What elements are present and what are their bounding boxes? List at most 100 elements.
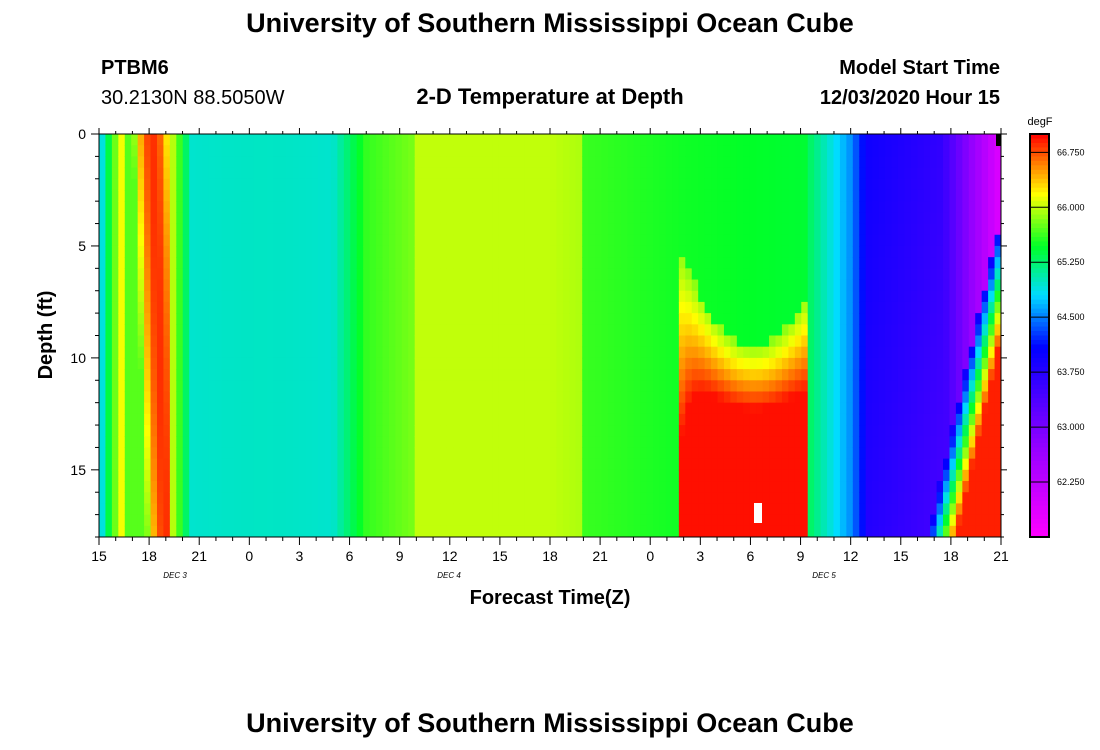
heat-cell — [124, 223, 132, 236]
heat-cell — [878, 212, 886, 225]
heat-cell — [343, 402, 351, 415]
heat-cell — [885, 469, 893, 482]
heat-cell — [736, 201, 744, 213]
heat-cell — [885, 223, 893, 236]
heat-cell — [227, 402, 235, 415]
heat-cell — [872, 178, 880, 191]
heat-cell — [665, 313, 674, 325]
heat-cell — [949, 514, 957, 527]
heat-cell — [537, 335, 545, 348]
heat-cell — [156, 492, 165, 505]
heat-cell — [395, 369, 403, 381]
heat-cell — [678, 357, 686, 370]
heat-cell — [633, 324, 641, 337]
heat-cell — [479, 503, 487, 516]
heat-cell — [446, 357, 454, 370]
heat-cell — [99, 503, 107, 516]
heat-cell — [698, 268, 706, 281]
heat-cell — [910, 346, 918, 359]
heat-cell — [330, 313, 338, 325]
heat-cell — [543, 301, 551, 314]
heat-cell — [788, 525, 796, 537]
heat-cell — [240, 279, 248, 292]
heat-cell — [749, 447, 757, 460]
heat-cell — [781, 436, 789, 449]
heat-cell — [943, 514, 951, 527]
heat-cell — [620, 413, 628, 426]
heat-cell — [111, 514, 119, 527]
heat-cell — [885, 290, 893, 303]
heat-cell — [672, 189, 680, 202]
heat-cell — [582, 279, 590, 292]
heat-cell — [698, 447, 706, 460]
heat-cell — [195, 201, 203, 213]
heat-cell — [330, 290, 338, 303]
heat-cell — [614, 189, 622, 202]
heat-cell — [839, 257, 847, 269]
heat-cell — [917, 145, 925, 157]
heat-cell — [762, 335, 770, 348]
heat-cell — [730, 413, 738, 426]
heat-cell — [189, 346, 197, 359]
heat-cell — [665, 324, 674, 337]
heat-cell — [453, 268, 461, 281]
heat-cell — [807, 301, 815, 314]
heat-cell — [891, 346, 899, 359]
heat-cell — [968, 458, 976, 471]
heat-cell — [730, 346, 738, 359]
heat-cell — [298, 469, 306, 482]
heat-cell — [762, 481, 770, 493]
heat-cell — [498, 492, 506, 505]
heat-cell — [794, 156, 802, 169]
heat-cell — [975, 257, 983, 269]
heat-cell — [904, 413, 912, 426]
heat-cell — [453, 492, 461, 505]
heat-cell — [930, 134, 938, 146]
heat-cell — [730, 503, 738, 516]
heat-cell — [627, 492, 635, 505]
heat-cell — [949, 481, 957, 493]
heat-cell — [839, 469, 847, 482]
heat-cell — [633, 335, 641, 348]
heat-cell — [401, 447, 409, 460]
heat-cell — [646, 413, 654, 426]
heat-cell — [698, 189, 706, 202]
heat-cell — [839, 503, 847, 516]
heat-cell — [923, 402, 931, 415]
heat-cell — [369, 324, 377, 337]
heat-cell — [234, 357, 242, 370]
heat-cell — [981, 234, 989, 247]
heat-cell — [537, 391, 545, 404]
heat-cell — [846, 346, 854, 359]
heat-cell — [305, 268, 313, 281]
heat-cell — [633, 257, 641, 269]
heat-cell — [376, 234, 384, 247]
heat-cell — [910, 481, 918, 493]
heat-cell — [434, 346, 442, 359]
heat-cell — [897, 402, 905, 415]
heat-cell — [124, 245, 132, 258]
heat-cell — [878, 268, 886, 281]
heat-cell — [859, 134, 867, 146]
heat-cell — [633, 525, 641, 537]
heat-cell — [910, 167, 918, 180]
heat-cell — [279, 279, 287, 292]
heat-cell — [202, 413, 210, 426]
heat-cell — [788, 380, 796, 393]
heat-cell — [208, 514, 216, 527]
heat-cell — [704, 402, 712, 415]
heat-cell — [285, 335, 293, 348]
heat-cell — [292, 369, 300, 381]
heat-cell — [459, 380, 467, 393]
heat-cell — [253, 481, 261, 493]
heat-cell — [975, 503, 983, 516]
heat-cell — [124, 234, 132, 247]
heat-cell — [943, 201, 951, 213]
heat-cell — [504, 313, 512, 325]
heat-cell — [762, 223, 770, 236]
heat-cell — [775, 290, 783, 303]
heat-cell — [653, 458, 661, 471]
heat-cell — [678, 369, 686, 381]
heat-cell — [356, 335, 364, 348]
heat-cell — [421, 201, 429, 213]
